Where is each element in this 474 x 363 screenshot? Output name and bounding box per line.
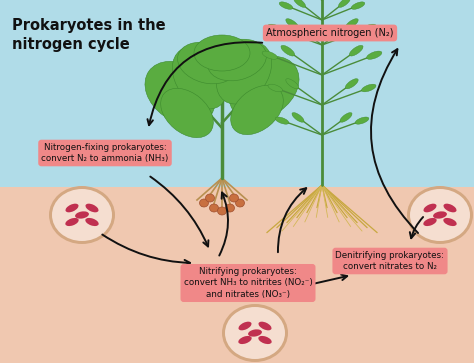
Ellipse shape	[355, 117, 369, 124]
Ellipse shape	[75, 211, 89, 219]
Ellipse shape	[345, 19, 358, 29]
Ellipse shape	[275, 117, 289, 124]
Ellipse shape	[349, 45, 363, 56]
Text: Nitrogen-fixing prokaryotes:
convert N₂ to ammonia (NH₃): Nitrogen-fixing prokaryotes: convert N₂ …	[41, 143, 169, 163]
Ellipse shape	[292, 113, 304, 122]
Ellipse shape	[236, 199, 245, 207]
Ellipse shape	[210, 204, 219, 212]
Ellipse shape	[279, 2, 293, 9]
Ellipse shape	[49, 186, 115, 244]
Ellipse shape	[444, 204, 456, 212]
Ellipse shape	[286, 19, 299, 29]
Ellipse shape	[268, 84, 283, 92]
Ellipse shape	[231, 85, 283, 135]
Ellipse shape	[206, 194, 215, 202]
Ellipse shape	[225, 307, 285, 359]
Ellipse shape	[238, 336, 252, 344]
Ellipse shape	[351, 2, 365, 9]
Ellipse shape	[238, 322, 252, 330]
Ellipse shape	[345, 79, 358, 89]
Ellipse shape	[366, 51, 382, 59]
Ellipse shape	[262, 51, 277, 59]
Ellipse shape	[443, 218, 456, 226]
Ellipse shape	[281, 45, 295, 56]
Ellipse shape	[248, 329, 262, 337]
Ellipse shape	[173, 47, 228, 109]
Text: Atmospheric nitrogen (N₂): Atmospheric nitrogen (N₂)	[266, 28, 394, 38]
Ellipse shape	[229, 194, 238, 202]
Ellipse shape	[268, 24, 283, 32]
Ellipse shape	[52, 189, 112, 241]
Ellipse shape	[258, 336, 272, 344]
Ellipse shape	[194, 35, 250, 71]
Text: Nitrifying prokaryotes:
convert NH₃ to nitrites (NO₂⁻)
and nitrates (NO₃⁻): Nitrifying prokaryotes: convert NH₃ to n…	[183, 267, 312, 299]
Ellipse shape	[85, 204, 99, 212]
Ellipse shape	[362, 24, 376, 32]
Text: Denitrifying prokaryotes:
convert nitrates to N₂: Denitrifying prokaryotes: convert nitrat…	[336, 251, 445, 271]
Ellipse shape	[362, 84, 376, 92]
Bar	[0, 187, 474, 363]
Ellipse shape	[208, 39, 266, 81]
Ellipse shape	[85, 218, 99, 226]
Ellipse shape	[433, 211, 447, 219]
Ellipse shape	[226, 204, 235, 212]
Ellipse shape	[294, 0, 306, 7]
Text: Prokaryotes in the
nitrogen cycle: Prokaryotes in the nitrogen cycle	[12, 18, 165, 52]
Ellipse shape	[410, 189, 470, 241]
Ellipse shape	[229, 56, 299, 120]
Ellipse shape	[200, 199, 209, 207]
Ellipse shape	[65, 204, 79, 212]
Ellipse shape	[338, 0, 350, 7]
Ellipse shape	[340, 113, 352, 122]
Ellipse shape	[65, 218, 79, 226]
Ellipse shape	[258, 322, 272, 330]
Ellipse shape	[145, 61, 215, 125]
Ellipse shape	[178, 42, 237, 84]
Ellipse shape	[423, 218, 437, 226]
Ellipse shape	[407, 186, 473, 244]
Ellipse shape	[423, 204, 437, 212]
Ellipse shape	[218, 207, 227, 215]
Ellipse shape	[161, 88, 213, 138]
Ellipse shape	[222, 304, 288, 362]
Ellipse shape	[216, 42, 272, 104]
Ellipse shape	[286, 79, 299, 89]
